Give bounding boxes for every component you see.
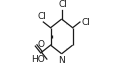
Text: Cl: Cl bbox=[58, 0, 67, 9]
Text: Cl: Cl bbox=[37, 12, 46, 21]
Text: Cl: Cl bbox=[80, 17, 89, 27]
Text: HO: HO bbox=[31, 55, 45, 64]
Text: N: N bbox=[58, 56, 64, 65]
Text: O: O bbox=[38, 40, 45, 49]
